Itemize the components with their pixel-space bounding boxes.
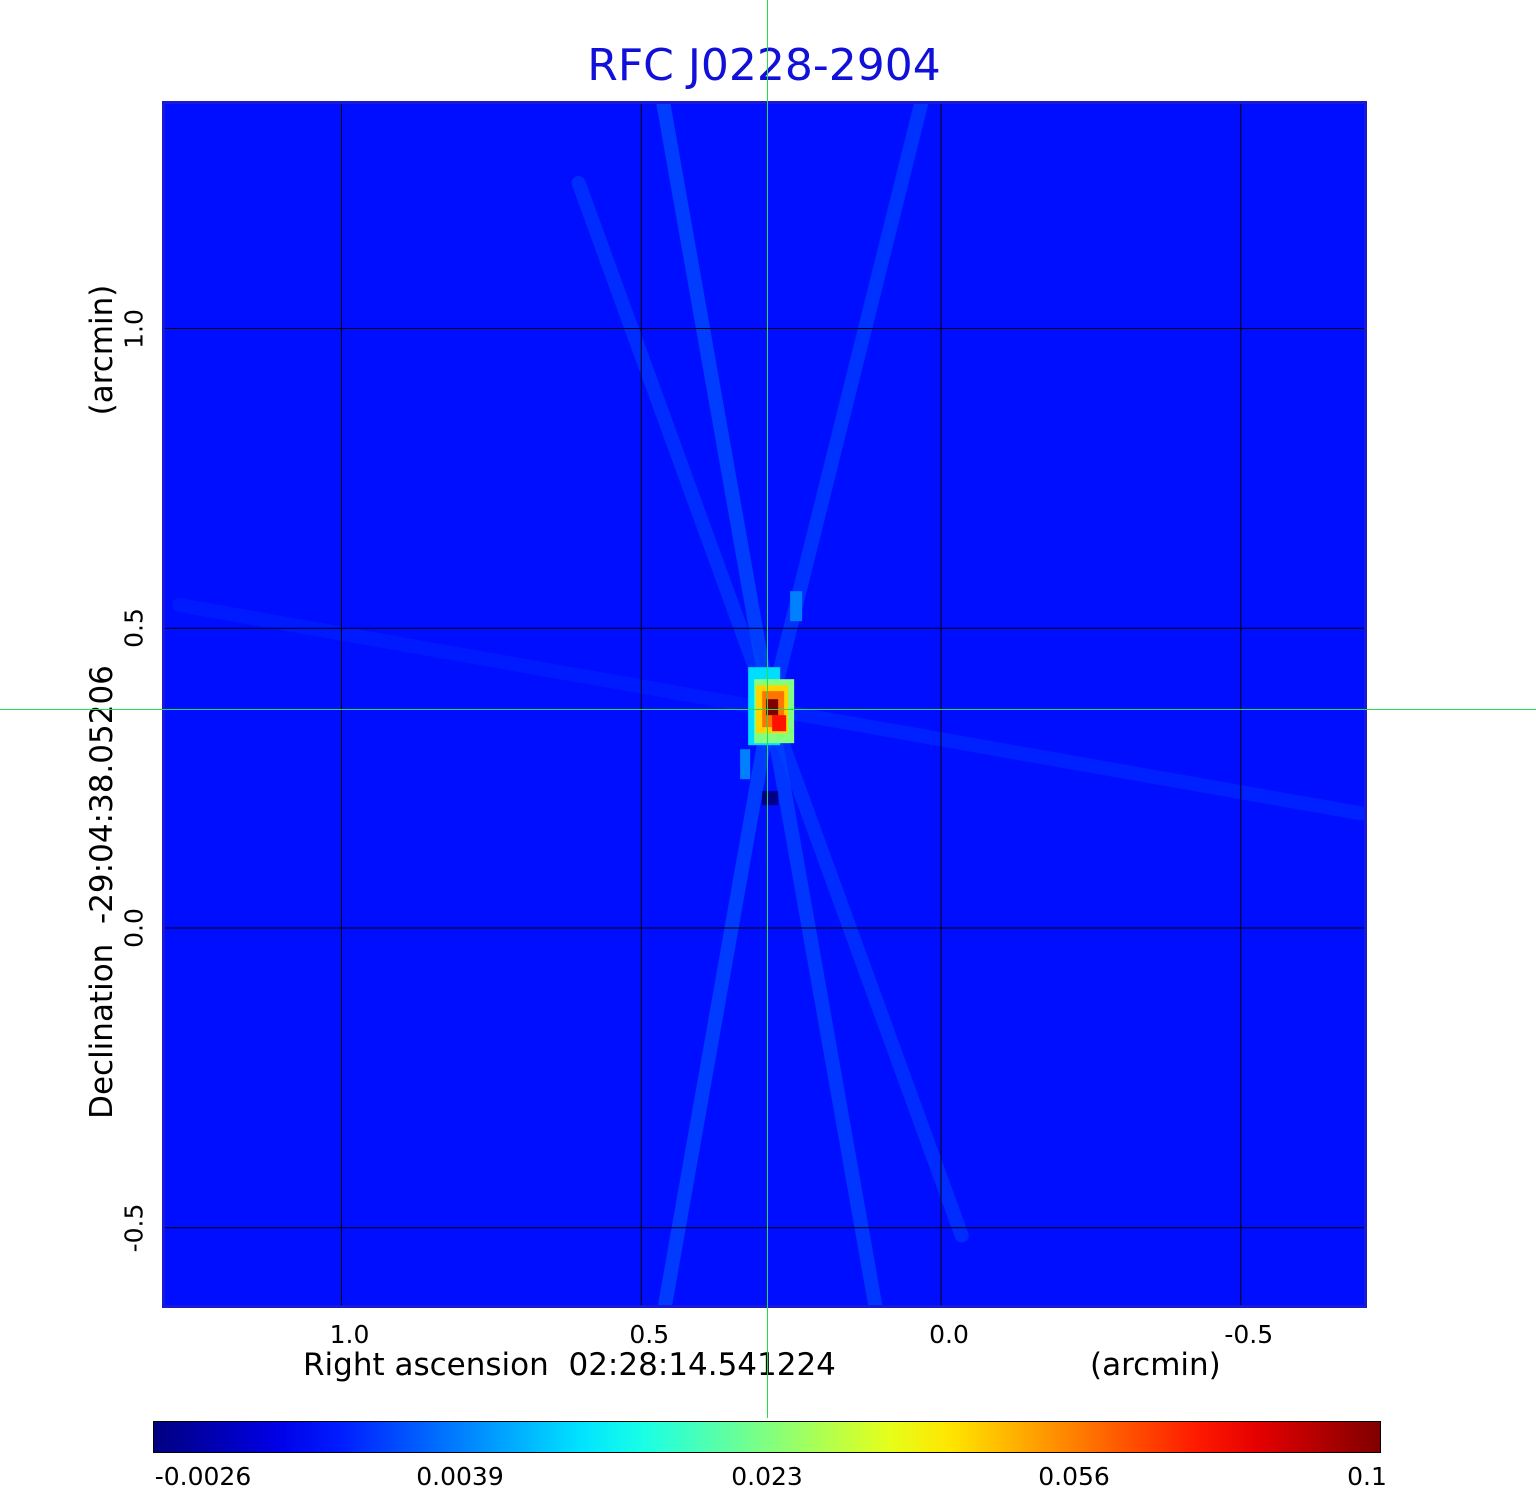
x-tick-label: -0.5 [1224, 1320, 1274, 1349]
x-axis-unit: (arcmin) [1090, 1347, 1221, 1383]
colorbar-tick-label: 0.1 [1347, 1462, 1387, 1491]
source-pixels [762, 791, 779, 806]
sidelobe-streak [657, 702, 778, 1305]
colorbar-tick-label: 0.0039 [416, 1462, 504, 1491]
source-pixels [790, 591, 803, 622]
chart-title: RFC J0228-2904 [587, 40, 941, 91]
image-plot-area[interactable] [162, 101, 1367, 1308]
intensity-map [165, 104, 1364, 1305]
colorbar-tick-label: 0.056 [1038, 1462, 1110, 1491]
y-axis-label: Declination -29:04:38.05206 [84, 665, 120, 1119]
source-pixels [766, 699, 779, 716]
sidelobe-streak [763, 702, 883, 1305]
sidelobe-streak [763, 702, 969, 1243]
x-tick-label: 1.0 [329, 1320, 370, 1349]
x-axis-label: Right ascension 02:28:14.541224 [303, 1347, 836, 1383]
y-tick-label: 1.0 [119, 308, 149, 349]
y-tick-label: -0.5 [119, 1203, 149, 1253]
y-tick-label: 0.5 [119, 608, 149, 649]
y-axis-unit: (arcmin) [84, 284, 120, 416]
crosshair-horizontal [0, 709, 1536, 710]
colorbar-tick-label: 0.023 [731, 1462, 803, 1491]
sidelobe-streak [763, 702, 1364, 821]
sidelobe-streak [172, 597, 778, 717]
sidelobe-streak [656, 104, 778, 717]
y-tick-label: 0.0 [119, 908, 149, 948]
source-pixels [740, 749, 751, 780]
x-tick-label: 0.5 [629, 1320, 670, 1349]
colorbar [153, 1421, 1381, 1453]
sidelobe-streak [571, 175, 778, 717]
colorbar-tick-label: -0.0026 [154, 1462, 252, 1491]
source-pixels [772, 715, 787, 732]
x-tick-label: 0.0 [929, 1320, 969, 1349]
